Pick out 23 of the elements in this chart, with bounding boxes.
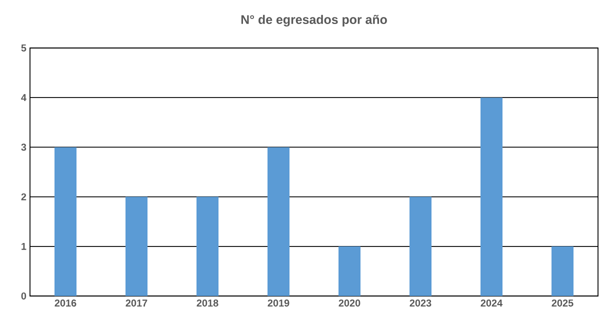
y-tick-label: 1 [22, 242, 26, 250]
y-tick-label: 2 [21, 193, 26, 200]
x-tick-label: 2023 [410, 300, 432, 307]
x-tick-label: 2024 [480, 300, 503, 307]
x-tick-label: 2016 [54, 300, 76, 307]
y-tick-label: 5 [21, 44, 26, 52]
x-tick-label: 2025 [552, 300, 574, 307]
chart-title: N° de egresados por año [241, 14, 387, 27]
bar [126, 196, 148, 296]
bar [410, 196, 432, 296]
x-tick-label: 2020 [338, 300, 360, 307]
y-tick-label: 0 [21, 292, 26, 300]
bar [268, 147, 290, 296]
y-tick-label: 3 [21, 144, 26, 151]
bar [54, 147, 76, 296]
x-tick-label: 2018 [196, 300, 218, 307]
bar [196, 196, 219, 296]
y-tick-label: 4 [21, 94, 26, 102]
bar [480, 98, 503, 296]
x-tick-label: 2019 [268, 300, 290, 307]
x-tick-label: 2017 [126, 300, 148, 307]
bar [552, 246, 574, 296]
bar [338, 246, 361, 296]
